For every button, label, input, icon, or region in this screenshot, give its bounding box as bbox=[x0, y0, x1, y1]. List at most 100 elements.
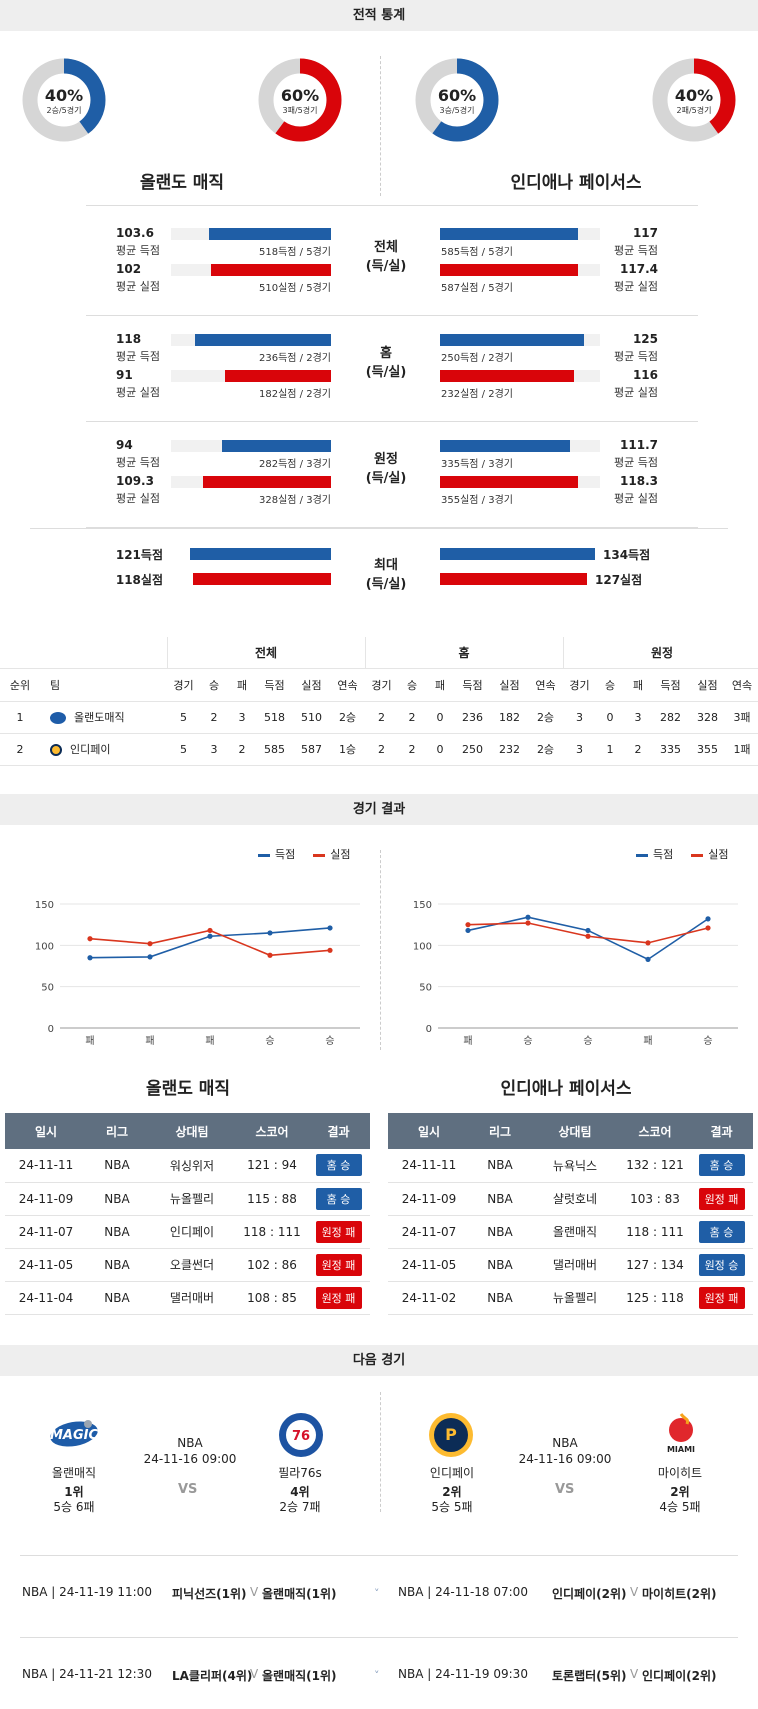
right-bar bbox=[440, 440, 570, 452]
left-bar bbox=[211, 264, 331, 276]
result-score: 127 : 134 bbox=[620, 1248, 690, 1282]
allowed-point bbox=[87, 936, 93, 942]
standings-col-header: 실점 bbox=[293, 669, 330, 702]
schedule-team-a[interactable]: 피닉선즈(1위) bbox=[172, 1587, 247, 1601]
table-row[interactable]: 2 인디페이 5 3 2 585 587 1승 2 2 0 250 232 2승 3 1 2 335 355 1패 bbox=[0, 733, 758, 766]
left-results-table: 일시 리그 상대팀 스코어 결과 24-11-11 NBA 워싱위저 121 : 94 홈 승 24… bbox=[5, 1113, 370, 1315]
result-opponent[interactable]: 인디페이 bbox=[147, 1215, 237, 1249]
legend-swatch-allowed bbox=[691, 853, 704, 857]
legend-swatch-scored bbox=[636, 853, 648, 857]
table-row[interactable]: 24-11-02 NBA 뉴올펠리 125 : 118 원정 패 bbox=[388, 1281, 753, 1315]
table-row[interactable]: 24-11-11 NBA 워싱위저 121 : 94 홈 승 bbox=[5, 1149, 370, 1183]
result-opponent[interactable]: 댈러매버 bbox=[530, 1248, 620, 1282]
left-max-bar bbox=[193, 573, 331, 585]
schedule-team-b[interactable]: 올랜매직(1위) bbox=[262, 1669, 337, 1683]
allowed-point bbox=[147, 941, 153, 947]
left-stat-value: 109.3 bbox=[116, 474, 154, 488]
result-date: 24-11-11 bbox=[388, 1149, 470, 1183]
right-max-bar bbox=[440, 573, 587, 585]
x-tick-label: 승 bbox=[523, 1035, 532, 1047]
standings-col-header: 승 bbox=[596, 669, 624, 702]
result-date: 24-11-07 bbox=[5, 1215, 87, 1249]
standings-cell: 5 bbox=[167, 701, 200, 734]
result-opponent[interactable]: 워싱위저 bbox=[147, 1149, 237, 1183]
vs-label: VS bbox=[555, 1482, 575, 1497]
svg-text:76: 76 bbox=[292, 1429, 310, 1444]
schedule-team-b[interactable]: 마이히트(2위) bbox=[642, 1587, 717, 1601]
table-row[interactable]: 24-11-11 NBA 뉴욕닉스 132 : 121 홈 승 bbox=[388, 1149, 753, 1183]
right-stat-value: 118.3 bbox=[620, 474, 658, 488]
result-cell: 홈 승 bbox=[307, 1149, 370, 1183]
standings-team-cell[interactable]: 올랜도매직 bbox=[40, 701, 167, 734]
result-league: NBA bbox=[87, 1248, 147, 1282]
result-league: NBA bbox=[87, 1149, 147, 1183]
result-cell: 원정 패 bbox=[307, 1281, 370, 1315]
schedule-team-b[interactable]: 올랜매직(1위) bbox=[262, 1587, 337, 1601]
next-home-team[interactable]: 인디페이 bbox=[429, 1466, 475, 1480]
stat-group-label: 홈 bbox=[380, 346, 392, 361]
standings-cell: 518 bbox=[256, 701, 293, 734]
standings-cell: 182 bbox=[491, 701, 528, 734]
next-home-team[interactable]: 올랜매직 bbox=[51, 1466, 97, 1480]
standings-col-header: 연속 bbox=[528, 669, 563, 702]
donut-record: 2승/5경기 bbox=[46, 106, 82, 115]
next-away-rank: 2위 bbox=[670, 1485, 690, 1499]
next-away-team[interactable]: 필라76s bbox=[278, 1466, 322, 1480]
schedule-team-a[interactable]: 인디페이(2위) bbox=[552, 1587, 627, 1601]
y-tick-label: 0 bbox=[426, 1024, 432, 1035]
stat-group-label: 전체 bbox=[374, 240, 398, 255]
schedule-team-a[interactable]: LA클리퍼(4위) bbox=[172, 1669, 253, 1683]
standings-col-header: 패 bbox=[624, 669, 652, 702]
result-badge: 원정 패 bbox=[315, 1220, 362, 1243]
table-row[interactable]: 24-11-05 NBA 댈러매버 127 : 134 원정 승 bbox=[388, 1248, 753, 1282]
table-row[interactable]: 24-11-04 NBA 댈러매버 108 : 85 원정 패 bbox=[5, 1281, 370, 1315]
next-home-rank: 2위 bbox=[442, 1485, 462, 1499]
right-max-value: 127실점 bbox=[595, 573, 643, 587]
vertical-divider bbox=[380, 56, 381, 196]
vs-label: VS bbox=[178, 1482, 198, 1497]
table-row[interactable]: 24-11-09 NBA 뉴올펠리 115 : 88 홈 승 bbox=[5, 1182, 370, 1216]
scored-point bbox=[327, 925, 333, 931]
result-opponent[interactable]: 뉴올펠리 bbox=[147, 1182, 237, 1216]
results-col-header: 일시 bbox=[5, 1113, 87, 1149]
schedule-team-a[interactable]: 토론랩터(5위) bbox=[552, 1669, 627, 1683]
chevron-down-icon[interactable]: ˅ bbox=[374, 1587, 380, 1600]
heat-logo-icon: MIAMI bbox=[658, 1410, 704, 1458]
result-opponent[interactable]: 뉴올펠리 bbox=[530, 1281, 620, 1315]
result-opponent[interactable]: 댈러매버 bbox=[147, 1281, 237, 1315]
allowed-point bbox=[585, 933, 591, 939]
right-bar bbox=[440, 228, 578, 240]
table-row[interactable]: 24-11-09 NBA 샬럿호네 103 : 83 원정 패 bbox=[388, 1182, 753, 1216]
schedule-team-b[interactable]: 인디페이(2위) bbox=[642, 1669, 717, 1683]
result-date: 24-11-09 bbox=[5, 1182, 87, 1216]
standings-cell: 3패 bbox=[726, 701, 758, 734]
left-stat-value: 91 bbox=[116, 368, 133, 382]
allowed-point bbox=[645, 940, 651, 946]
svg-text:P: P bbox=[445, 1425, 457, 1444]
table-row[interactable]: 24-11-07 NBA 올랜매직 118 : 111 홈 승 bbox=[388, 1215, 753, 1249]
standings-cell: 2 bbox=[398, 701, 426, 734]
result-opponent[interactable]: 오클썬더 bbox=[147, 1248, 237, 1282]
result-score: 132 : 121 bbox=[620, 1149, 690, 1183]
next-away-team[interactable]: 마이히트 bbox=[657, 1466, 703, 1480]
left-max-value: 121득점 bbox=[115, 548, 163, 562]
chevron-down-icon[interactable]: ˅ bbox=[374, 1669, 380, 1682]
result-score: 125 : 118 bbox=[620, 1281, 690, 1315]
standings-col-header: 패 bbox=[228, 669, 256, 702]
standings-cell: 0 bbox=[426, 733, 454, 766]
table-row[interactable]: 24-11-07 NBA 인디페이 118 : 111 원정 패 bbox=[5, 1215, 370, 1249]
table-row[interactable]: 24-11-05 NBA 오클썬더 102 : 86 원정 패 bbox=[5, 1248, 370, 1282]
result-opponent[interactable]: 샬럿호네 bbox=[530, 1182, 620, 1216]
x-tick-label: 패 bbox=[85, 1035, 94, 1047]
divider bbox=[20, 1637, 738, 1638]
standings-cell: 2 bbox=[398, 733, 426, 766]
table-row[interactable]: 1 올랜도매직 5 2 3 518 510 2승 2 2 0 236 182 2승 3 0 3 282 328 3패 bbox=[0, 701, 758, 734]
left-bar bbox=[209, 228, 331, 240]
result-opponent[interactable]: 올랜매직 bbox=[530, 1215, 620, 1249]
standings-col-header: 경기 bbox=[563, 669, 596, 702]
left-bar-note: 236득점 / 2경기 bbox=[259, 353, 331, 364]
result-opponent[interactable]: 뉴욕닉스 bbox=[530, 1149, 620, 1183]
y-tick-label: 0 bbox=[48, 1024, 54, 1035]
standings-group-header: 전체 홈 원정 bbox=[40, 637, 758, 669]
standings-team-cell[interactable]: 인디페이 bbox=[40, 733, 167, 766]
